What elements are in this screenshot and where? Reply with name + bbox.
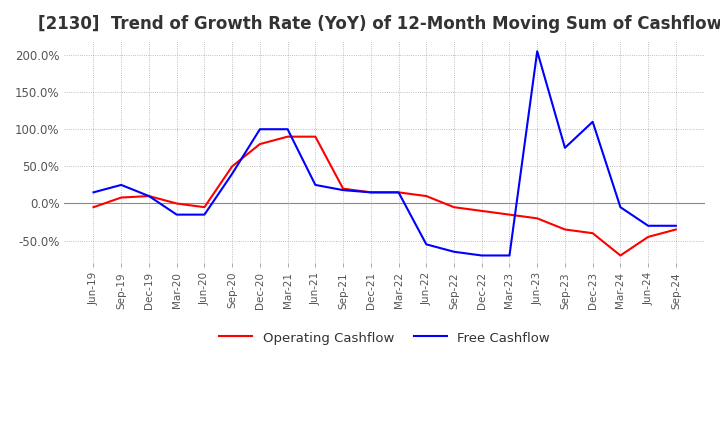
Operating Cashflow (588, 231, 597, 236)
Operating Cashflow (477, 208, 486, 213)
Operating Cashflow (339, 186, 348, 191)
Free Cashflow (228, 171, 236, 176)
Free Cashflow (200, 212, 209, 217)
Title: [2130]  Trend of Growth Rate (YoY) of 12-Month Moving Sum of Cashflows: [2130] Trend of Growth Rate (YoY) of 12-… (37, 15, 720, 33)
Line: Free Cashflow: Free Cashflow (94, 51, 676, 256)
Free Cashflow (561, 145, 570, 150)
Free Cashflow (588, 119, 597, 125)
Operating Cashflow (283, 134, 292, 139)
Operating Cashflow (450, 205, 459, 210)
Free Cashflow (172, 212, 181, 217)
Free Cashflow (505, 253, 514, 258)
Operating Cashflow (644, 234, 652, 239)
Operating Cashflow (89, 205, 98, 210)
Operating Cashflow (422, 194, 431, 199)
Free Cashflow (477, 253, 486, 258)
Free Cashflow (145, 194, 153, 199)
Free Cashflow (450, 249, 459, 254)
Operating Cashflow (561, 227, 570, 232)
Line: Operating Cashflow: Operating Cashflow (94, 137, 676, 256)
Operating Cashflow (672, 227, 680, 232)
Operating Cashflow (145, 194, 153, 199)
Operating Cashflow (200, 205, 209, 210)
Free Cashflow (311, 182, 320, 187)
Free Cashflow (366, 190, 375, 195)
Free Cashflow (672, 223, 680, 228)
Operating Cashflow (505, 212, 514, 217)
Free Cashflow (533, 48, 541, 54)
Operating Cashflow (616, 253, 625, 258)
Legend: Operating Cashflow, Free Cashflow: Operating Cashflow, Free Cashflow (214, 326, 555, 350)
Free Cashflow (422, 242, 431, 247)
Operating Cashflow (395, 190, 403, 195)
Operating Cashflow (256, 141, 264, 147)
Operating Cashflow (311, 134, 320, 139)
Free Cashflow (117, 182, 125, 187)
Free Cashflow (256, 127, 264, 132)
Operating Cashflow (366, 190, 375, 195)
Free Cashflow (616, 205, 625, 210)
Operating Cashflow (533, 216, 541, 221)
Free Cashflow (283, 127, 292, 132)
Operating Cashflow (172, 201, 181, 206)
Operating Cashflow (228, 164, 236, 169)
Free Cashflow (395, 190, 403, 195)
Operating Cashflow (117, 195, 125, 200)
Free Cashflow (89, 190, 98, 195)
Free Cashflow (339, 187, 348, 193)
Free Cashflow (644, 223, 652, 228)
